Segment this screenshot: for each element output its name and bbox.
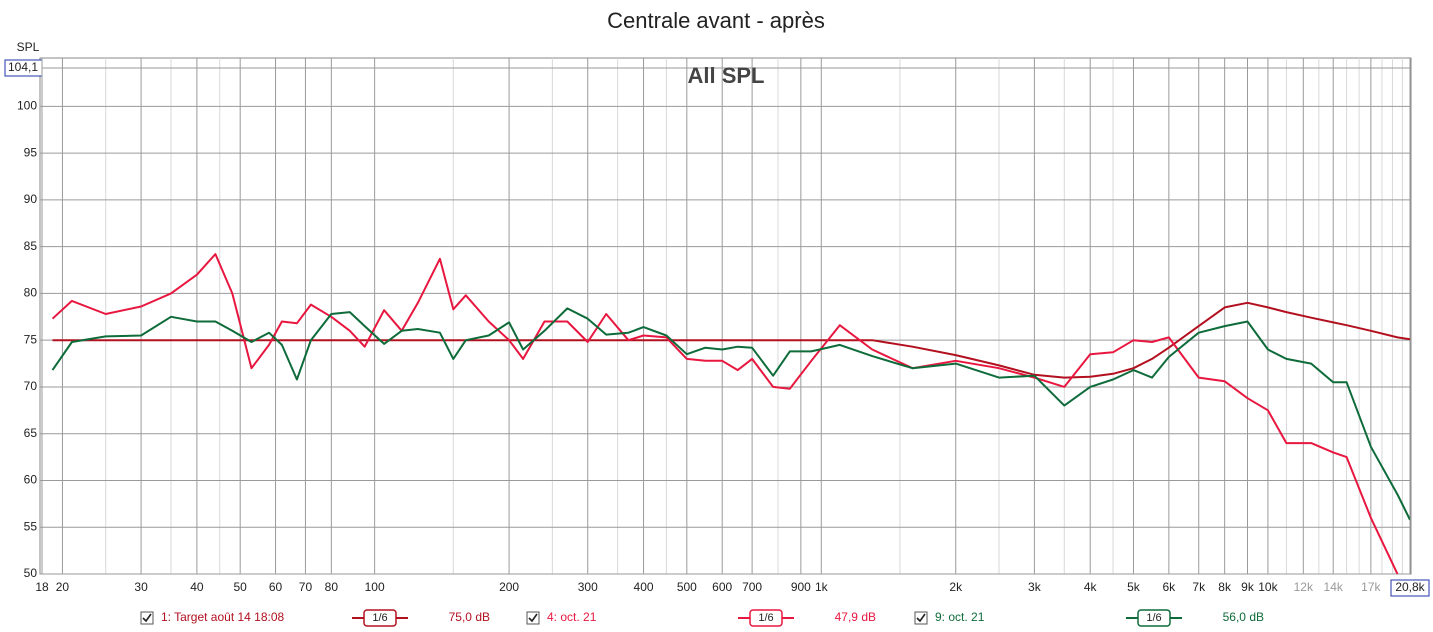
x-tick-label: 20 bbox=[56, 580, 70, 594]
legend-smoothing-box bbox=[1137, 609, 1171, 627]
x-tick-label: 400 bbox=[634, 580, 654, 594]
tick-box bbox=[1390, 579, 1430, 597]
y-tick-label: 60 bbox=[24, 473, 38, 487]
y-tick-label: 50 bbox=[24, 566, 38, 580]
legend-label: 4: oct. 21 bbox=[547, 610, 597, 624]
legend-checkbox[interactable] bbox=[140, 611, 154, 625]
x-tick-label: 18 bbox=[35, 580, 49, 594]
series-line bbox=[52, 301, 1410, 379]
x-tick-label: 10k bbox=[1258, 580, 1278, 594]
x-tick-label: 80 bbox=[325, 580, 339, 594]
legend-level: 56,0 dB bbox=[1223, 610, 1264, 624]
legend-label: 9: oct. 21 bbox=[935, 610, 985, 624]
legend-checkbox[interactable] bbox=[914, 611, 928, 625]
x-tick-label: 17k bbox=[1361, 580, 1381, 594]
legend-check bbox=[528, 613, 538, 623]
legend-level: 47,9 dB bbox=[835, 610, 876, 624]
legend-smoothing-box bbox=[363, 609, 397, 627]
x-tick-label: 900 bbox=[791, 580, 811, 594]
y-tick-label: 104,1 bbox=[8, 60, 38, 74]
x-tick-label: 300 bbox=[578, 580, 598, 594]
y-tick-label: 75 bbox=[24, 332, 38, 346]
x-tick-label: 9k bbox=[1241, 580, 1255, 594]
x-tick-label: 12k bbox=[1294, 580, 1314, 594]
x-tick-label: 6k bbox=[1163, 580, 1177, 594]
legend-smoothing: 1/6 bbox=[758, 612, 773, 624]
y-tick-label: 100 bbox=[17, 99, 37, 113]
legend-check bbox=[142, 613, 152, 623]
legend-smoothing: 1/6 bbox=[1146, 612, 1161, 624]
x-tick-label: 4k bbox=[1084, 580, 1098, 594]
x-tick-label: 600 bbox=[712, 580, 732, 594]
y-tick-label: 80 bbox=[24, 286, 38, 300]
legend-check bbox=[916, 613, 926, 623]
y-tick-label: 70 bbox=[24, 379, 38, 393]
plot-area bbox=[39, 57, 1412, 575]
x-tick-label: 60 bbox=[269, 580, 283, 594]
x-tick-label: 8k bbox=[1218, 580, 1232, 594]
x-tick-label: 2k bbox=[949, 580, 963, 594]
x-tick-label: 1k bbox=[815, 580, 829, 594]
series-line bbox=[51, 307, 1410, 521]
y-tick-label: 95 bbox=[24, 145, 38, 159]
legend-smoothing: 1/6 bbox=[372, 612, 387, 624]
legend-checkbox[interactable] bbox=[526, 611, 540, 625]
x-tick-label: 50 bbox=[233, 580, 247, 594]
x-tick-label: 70 bbox=[299, 580, 313, 594]
legend-level: 75,0 dB bbox=[449, 610, 490, 624]
x-tick-label: 500 bbox=[677, 580, 697, 594]
series-line bbox=[51, 253, 1399, 574]
y-tick-label: 55 bbox=[24, 519, 38, 533]
y-tick-label: 85 bbox=[24, 239, 38, 253]
x-tick-label: 5k bbox=[1127, 580, 1141, 594]
x-tick-label: 3k bbox=[1028, 580, 1042, 594]
chart-title: Centrale avant - après bbox=[607, 8, 825, 33]
x-tick-label: 30 bbox=[134, 580, 148, 594]
y-tick-label: 65 bbox=[24, 426, 38, 440]
x-tick-label: 40 bbox=[190, 580, 204, 594]
y-tick-label: 90 bbox=[24, 192, 38, 206]
x-tick-label: 14k bbox=[1324, 580, 1344, 594]
x-tick-label: 700 bbox=[742, 580, 762, 594]
y-axis-label: SPL bbox=[17, 40, 40, 54]
x-tick-label: 7k bbox=[1192, 580, 1206, 594]
x-tick-label: 200 bbox=[499, 580, 519, 594]
legend-smoothing-box bbox=[749, 609, 783, 627]
x-tick-label: 100 bbox=[365, 580, 385, 594]
plot-label: All SPL bbox=[687, 63, 764, 88]
x-tick-label: 20,8k bbox=[1395, 580, 1425, 594]
legend-label: 1: Target août 14 18:08 bbox=[161, 610, 285, 624]
